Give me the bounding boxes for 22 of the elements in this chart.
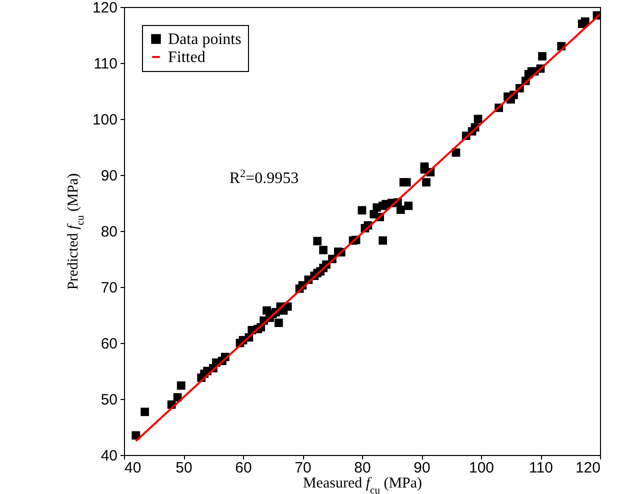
y-tick-label: 120 bbox=[92, 0, 118, 16]
legend-label: Fitted bbox=[168, 49, 206, 66]
legend-label: Data points bbox=[168, 31, 242, 48]
x-tick-label: 60 bbox=[235, 460, 252, 476]
y-tick-label: 40 bbox=[100, 448, 118, 464]
x-tick-label: 80 bbox=[354, 460, 371, 476]
x-tick-label: 110 bbox=[529, 460, 553, 476]
y-tick-label: 60 bbox=[100, 336, 118, 352]
x-tick-label: 70 bbox=[294, 460, 312, 476]
y-tick-label: 100 bbox=[92, 112, 118, 128]
y-tick-label: 80 bbox=[100, 224, 118, 240]
y-tick-label: 70 bbox=[100, 280, 118, 296]
x-tick-label: 50 bbox=[176, 460, 192, 476]
x-tick-label: 90 bbox=[414, 460, 430, 476]
x-tick-label: 40 bbox=[124, 460, 142, 476]
y-tick-label: 90 bbox=[100, 168, 118, 184]
annotation: R$^{2}$=0.9953 bbox=[229, 168, 299, 187]
x-axis-title: Measured f$_{cu}$ (MPa) bbox=[302, 476, 422, 494]
x-tick-label: 100 bbox=[468, 460, 494, 476]
y-tick-label: 110 bbox=[94, 56, 118, 72]
y-tick-label: 50 bbox=[100, 392, 118, 408]
x-tick-label: 120 bbox=[575, 460, 600, 476]
